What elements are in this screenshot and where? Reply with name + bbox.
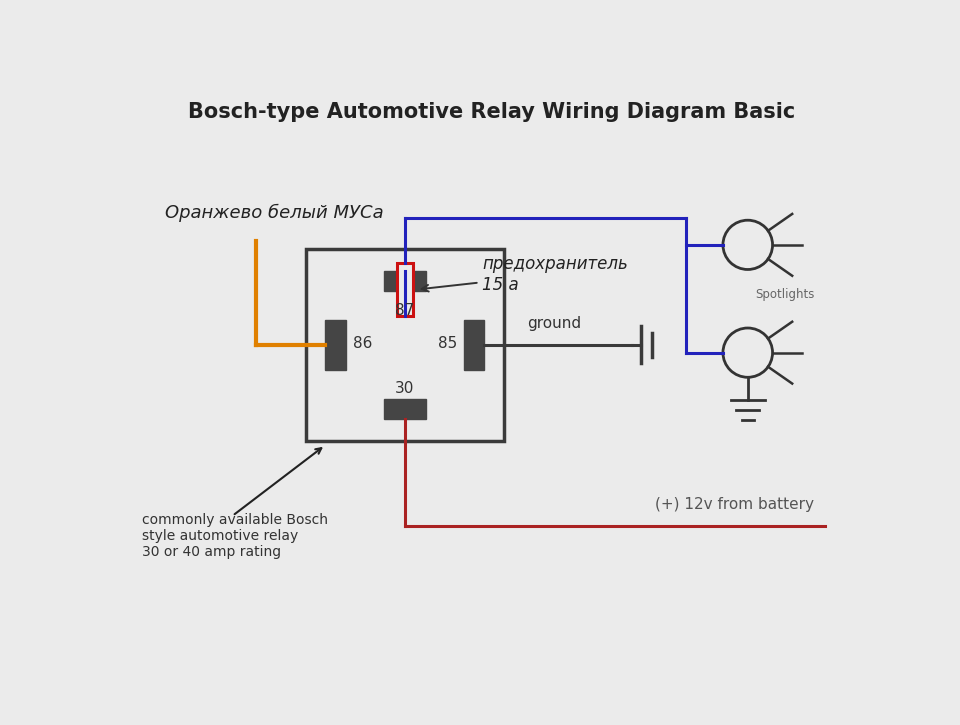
Text: 85: 85 bbox=[438, 336, 457, 351]
Text: 30: 30 bbox=[396, 381, 415, 396]
Bar bbox=[325, 320, 346, 370]
Text: Оранжево белый МУСа: Оранжево белый МУСа bbox=[165, 204, 384, 222]
Text: commonly available Bosch
style automotive relay
30 or 40 amp rating: commonly available Bosch style automotiv… bbox=[142, 513, 327, 559]
Text: ground: ground bbox=[527, 316, 581, 331]
Text: (+) 12v from battery: (+) 12v from battery bbox=[655, 497, 814, 512]
Bar bbox=[384, 271, 425, 291]
Bar bbox=[464, 320, 484, 370]
Text: 87: 87 bbox=[396, 302, 415, 318]
Text: 86: 86 bbox=[352, 336, 372, 351]
Bar bbox=[306, 249, 504, 442]
Text: Spotlights: Spotlights bbox=[756, 289, 815, 302]
Text: Bosch-type Automotive Relay Wiring Diagram Basic: Bosch-type Automotive Relay Wiring Diagr… bbox=[188, 102, 796, 123]
Text: предохранитель
15 а: предохранитель 15 а bbox=[421, 254, 628, 294]
Bar bbox=[396, 262, 413, 316]
Bar bbox=[384, 399, 425, 419]
